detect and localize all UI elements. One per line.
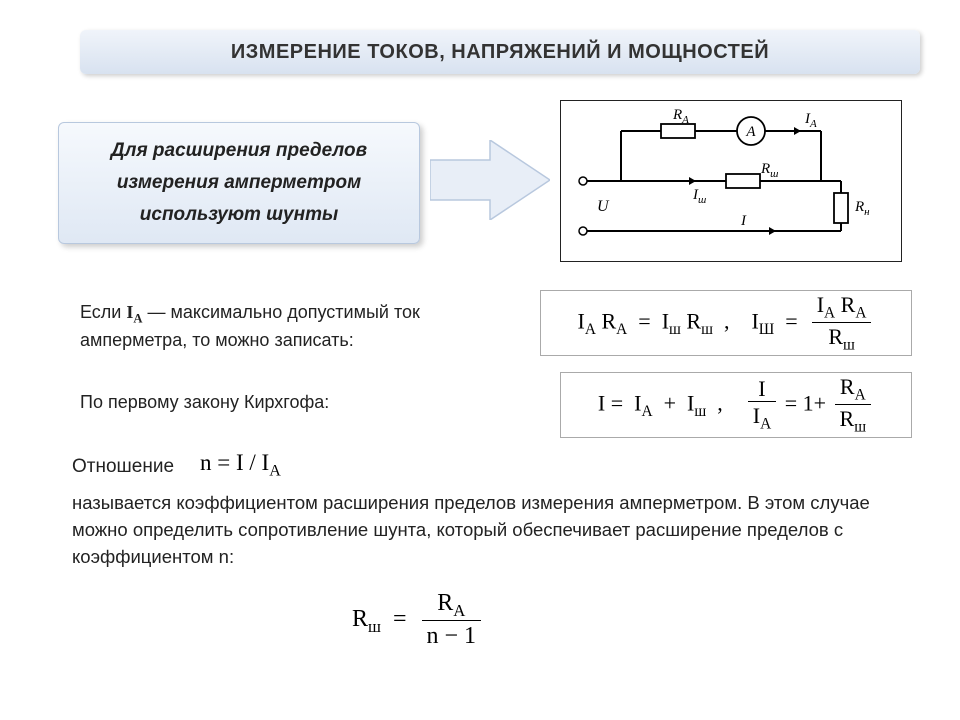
circuit-diagram: A RA IA Iш Rш Rн U I xyxy=(560,100,902,262)
text-kirchhoff: По первому закону Кирхгофа: xyxy=(80,392,329,413)
page-title: ИЗМЕРЕНИЕ ТОКОВ, НАПРЯЖЕНИЙ И МОЩНОСТЕЙ xyxy=(80,30,920,74)
equation-box-2: I = IA + Iш , I IA = 1+ RA Rш xyxy=(560,372,912,438)
ammeter-label: A xyxy=(745,124,756,140)
svg-text:Rш: Rш xyxy=(760,161,778,180)
eq2-content: I = IA + Iш , I IA = 1+ RA Rш xyxy=(598,374,874,437)
text-max-current: Если IA — максимально допустимый ток амп… xyxy=(80,300,500,353)
svg-text:U: U xyxy=(597,198,610,215)
arrow-icon xyxy=(430,140,550,220)
shunt-line-1: Для расширения пределов xyxy=(111,135,367,167)
shunt-line-2: измерения амперметром xyxy=(117,167,361,199)
shunt-line-3: используют шунты xyxy=(140,199,338,231)
text1-a: Если xyxy=(80,302,126,322)
equation-box-1: IA RA = Iш Rш , IШ = IA RA Rш xyxy=(540,290,912,356)
text-coefficient-description: называется коэффициентом расширения пред… xyxy=(72,490,910,570)
svg-text:Iш: Iш xyxy=(692,187,706,206)
svg-text:IA: IA xyxy=(804,111,817,130)
ia-symbol: IA xyxy=(126,302,142,322)
ratio-expression: n = I / IA xyxy=(200,450,281,481)
equation-final: Rш = RA n − 1 xyxy=(352,590,484,651)
svg-text:I: I xyxy=(740,213,747,229)
shunt-description-box: Для расширения пределов измерения амперм… xyxy=(58,122,420,244)
eq1-content: IA RA = Iш Rш , IШ = IA RA Rш xyxy=(578,292,875,355)
svg-text:Rн: Rн xyxy=(854,199,870,218)
circuit-svg: A RA IA Iш Rш Rн U I xyxy=(561,101,901,261)
text-ratio-label: Отношение xyxy=(72,456,174,478)
